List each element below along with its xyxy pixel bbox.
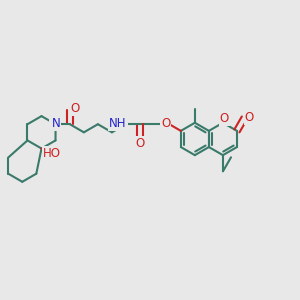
Text: O: O bbox=[136, 137, 145, 150]
Text: O: O bbox=[70, 102, 79, 115]
Text: O: O bbox=[244, 112, 254, 124]
Text: NH: NH bbox=[109, 117, 127, 130]
Text: O: O bbox=[220, 112, 229, 125]
Text: N: N bbox=[50, 117, 59, 130]
Text: N: N bbox=[52, 117, 61, 130]
Text: O: O bbox=[161, 117, 170, 130]
Text: HO: HO bbox=[43, 147, 61, 160]
